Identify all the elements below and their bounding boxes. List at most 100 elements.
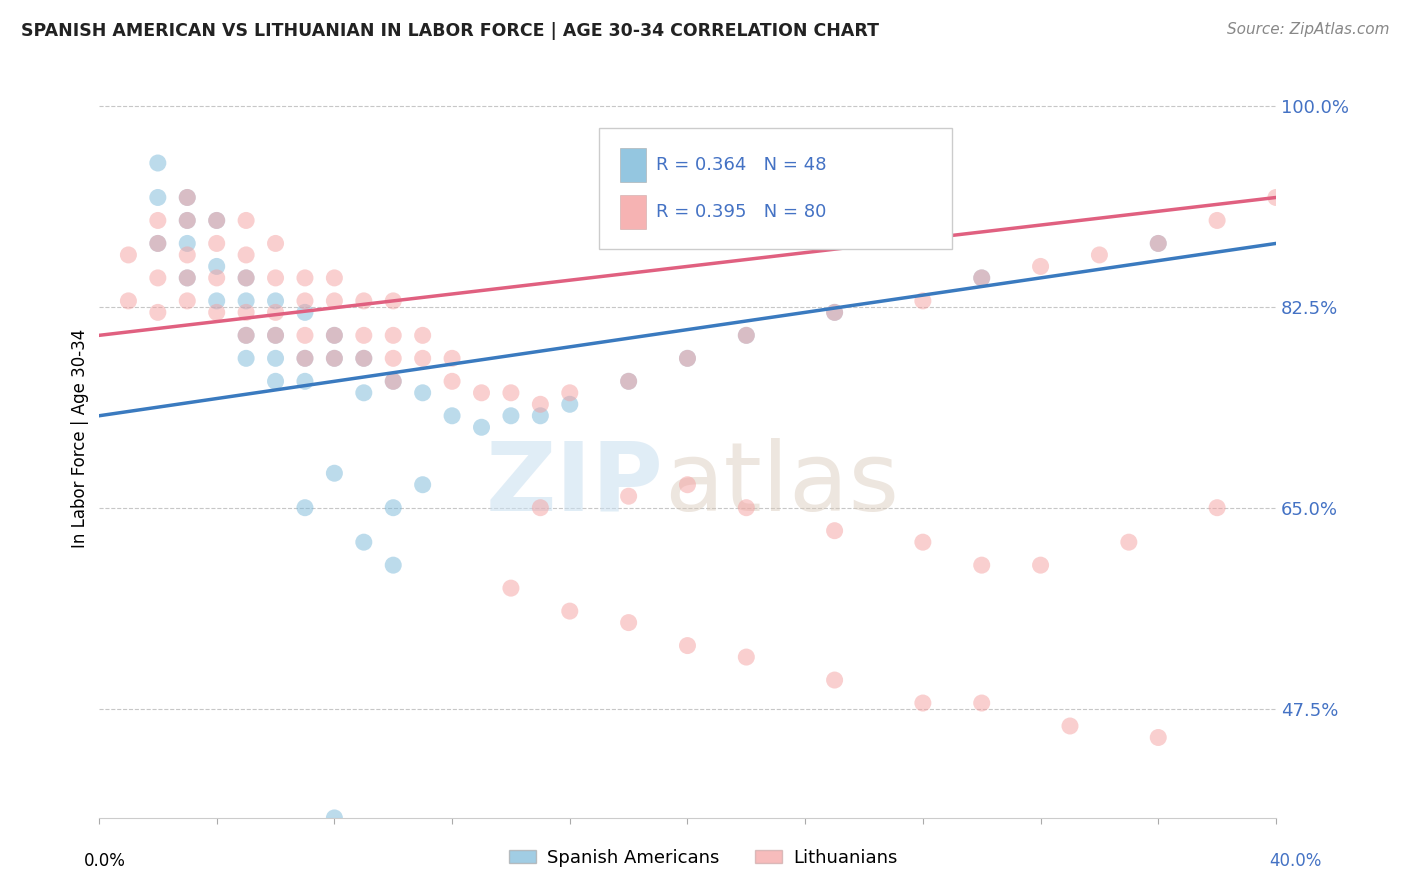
- Point: [470, 420, 492, 434]
- Point: [264, 236, 287, 251]
- Point: [176, 248, 198, 262]
- Point: [235, 328, 257, 343]
- Point: [617, 374, 640, 388]
- Point: [1206, 500, 1229, 515]
- Point: [353, 385, 375, 400]
- Text: 0.0%: 0.0%: [84, 852, 127, 870]
- Point: [529, 409, 551, 423]
- Point: [558, 604, 581, 618]
- Point: [176, 190, 198, 204]
- Point: [205, 213, 228, 227]
- Point: [676, 639, 699, 653]
- Point: [205, 213, 228, 227]
- Point: [412, 385, 434, 400]
- Point: [146, 305, 169, 319]
- FancyBboxPatch shape: [599, 128, 952, 249]
- Point: [1088, 248, 1111, 262]
- Point: [441, 351, 464, 366]
- Point: [146, 236, 169, 251]
- Point: [176, 271, 198, 285]
- Point: [1029, 260, 1052, 274]
- Point: [323, 293, 346, 308]
- Point: [264, 271, 287, 285]
- Point: [294, 351, 316, 366]
- Point: [146, 271, 169, 285]
- Text: SPANISH AMERICAN VS LITHUANIAN IN LABOR FORCE | AGE 30-34 CORRELATION CHART: SPANISH AMERICAN VS LITHUANIAN IN LABOR …: [21, 22, 879, 40]
- Point: [735, 328, 758, 343]
- Point: [264, 328, 287, 343]
- Point: [235, 328, 257, 343]
- Point: [382, 328, 405, 343]
- Point: [617, 615, 640, 630]
- Point: [1265, 190, 1288, 204]
- Point: [353, 293, 375, 308]
- Point: [294, 271, 316, 285]
- Point: [499, 409, 522, 423]
- Point: [264, 822, 287, 837]
- Point: [529, 500, 551, 515]
- Point: [235, 305, 257, 319]
- Bar: [620, 194, 647, 229]
- Bar: [620, 148, 647, 182]
- Point: [735, 500, 758, 515]
- Point: [323, 351, 346, 366]
- Point: [382, 558, 405, 573]
- Point: [323, 467, 346, 481]
- Point: [441, 374, 464, 388]
- Point: [323, 271, 346, 285]
- Point: [146, 213, 169, 227]
- Point: [264, 305, 287, 319]
- Point: [617, 489, 640, 503]
- Point: [235, 293, 257, 308]
- Point: [824, 305, 846, 319]
- Point: [235, 351, 257, 366]
- Point: [558, 397, 581, 411]
- Point: [176, 236, 198, 251]
- Point: [176, 293, 198, 308]
- Point: [382, 351, 405, 366]
- Point: [412, 328, 434, 343]
- Text: Source: ZipAtlas.com: Source: ZipAtlas.com: [1226, 22, 1389, 37]
- Text: R = 0.364   N = 48: R = 0.364 N = 48: [655, 156, 827, 174]
- Point: [235, 248, 257, 262]
- Text: atlas: atlas: [664, 438, 898, 531]
- Point: [294, 500, 316, 515]
- Point: [1059, 719, 1081, 733]
- Point: [970, 558, 993, 573]
- Point: [824, 524, 846, 538]
- Point: [117, 293, 139, 308]
- Y-axis label: In Labor Force | Age 30-34: In Labor Force | Age 30-34: [72, 329, 89, 549]
- Point: [1029, 558, 1052, 573]
- Point: [382, 374, 405, 388]
- Point: [824, 305, 846, 319]
- Point: [205, 236, 228, 251]
- Point: [529, 397, 551, 411]
- Point: [382, 500, 405, 515]
- Point: [205, 293, 228, 308]
- Point: [176, 213, 198, 227]
- Point: [264, 328, 287, 343]
- Point: [970, 271, 993, 285]
- Point: [353, 351, 375, 366]
- Point: [911, 535, 934, 549]
- Point: [382, 293, 405, 308]
- Point: [970, 696, 993, 710]
- Point: [499, 581, 522, 595]
- Point: [146, 236, 169, 251]
- Point: [264, 374, 287, 388]
- Point: [1147, 236, 1170, 251]
- Point: [824, 673, 846, 687]
- Point: [323, 811, 346, 825]
- Point: [470, 385, 492, 400]
- Point: [676, 477, 699, 491]
- Text: ZIP: ZIP: [486, 438, 664, 531]
- Point: [676, 351, 699, 366]
- Point: [1147, 236, 1170, 251]
- Point: [323, 328, 346, 343]
- Point: [264, 846, 287, 860]
- Point: [676, 351, 699, 366]
- Point: [735, 650, 758, 665]
- Point: [294, 328, 316, 343]
- Point: [911, 696, 934, 710]
- Point: [146, 156, 169, 170]
